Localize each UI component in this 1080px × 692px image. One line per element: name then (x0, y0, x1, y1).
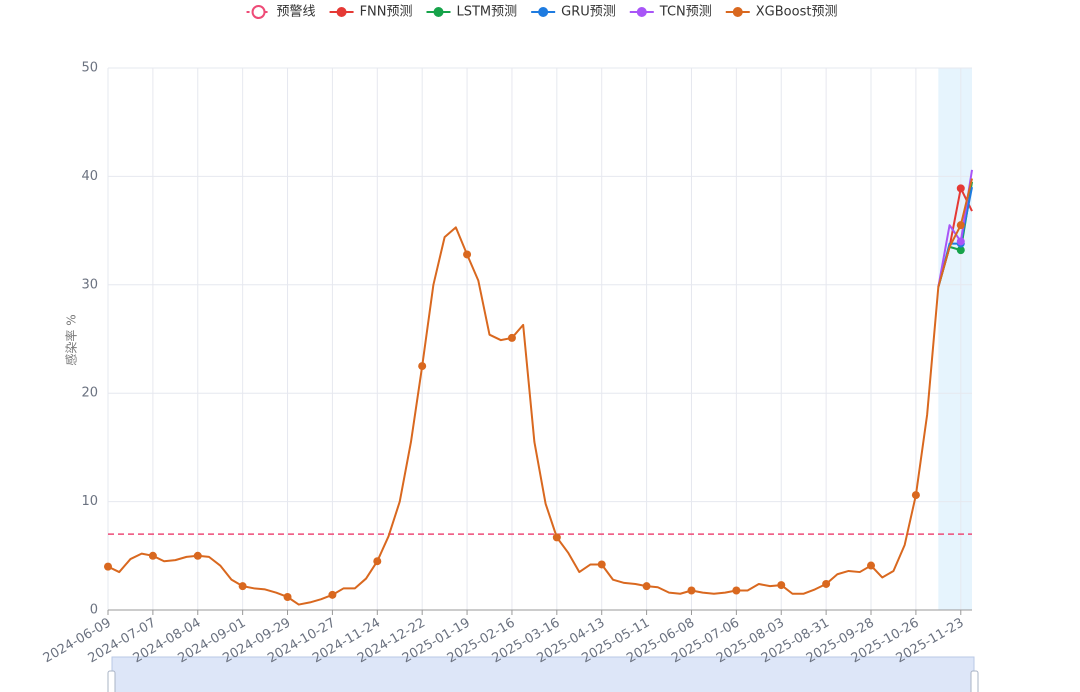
y-tick-label: 50 (81, 61, 98, 76)
y-tick-label: 0 (90, 603, 98, 618)
data-point (552, 533, 561, 542)
legend-label: LSTM预测 (457, 5, 518, 20)
legend-item[interactable]: GRU预测 (531, 5, 616, 20)
y-tick-label: 30 (81, 277, 98, 292)
legend-item[interactable]: XGBoost预测 (725, 5, 838, 20)
legend: 预警线 FNN预测 LSTM预测 GRU预测 TCN预测 XGBoost预测 (246, 4, 838, 20)
data-point (373, 557, 382, 566)
data-point (732, 586, 741, 595)
data-point (418, 362, 427, 371)
legend-item[interactable]: 预警线 (246, 4, 316, 20)
legend-icon (538, 7, 549, 17)
legend-icon (336, 7, 347, 17)
data-point (956, 221, 965, 230)
data-point (687, 586, 696, 595)
legend-icon (433, 7, 444, 17)
legend-label: GRU预测 (561, 5, 616, 20)
data-point (463, 250, 472, 259)
legend-item[interactable]: TCN预测 (629, 5, 712, 20)
forecast-area (938, 68, 972, 610)
data-point (642, 582, 651, 591)
data-point (911, 491, 920, 500)
legend-label: XGBoost预测 (756, 5, 838, 20)
series-line (107, 178, 973, 606)
data-zoom-slider[interactable] (107, 656, 979, 692)
legend-icon (732, 7, 743, 17)
data-point (193, 551, 202, 560)
data-point (148, 551, 157, 560)
zoom-handle[interactable] (107, 670, 116, 692)
data-point (956, 184, 965, 193)
zoom-handle[interactable] (970, 670, 979, 692)
data-point (507, 333, 516, 342)
y-tick-label: 10 (81, 494, 98, 509)
data-point (283, 592, 292, 601)
data-point (956, 246, 965, 255)
data-point (597, 560, 606, 569)
legend-label: FNN预测 (360, 5, 413, 20)
legend-label: TCN预测 (659, 5, 712, 20)
y-axis-label: 感染率 % (64, 314, 79, 365)
data-point (104, 562, 112, 571)
zoom-track[interactable] (111, 656, 975, 692)
data-point (328, 590, 337, 599)
legend-icon (636, 7, 647, 17)
data-point (822, 579, 831, 588)
y-tick-label: 40 (81, 169, 98, 184)
legend-item[interactable]: FNN预测 (329, 5, 413, 20)
data-point (956, 237, 965, 246)
legend-icon (251, 5, 266, 19)
data-point (238, 582, 247, 591)
data-point (867, 561, 876, 570)
legend-label: 预警线 (277, 4, 316, 20)
data-point (777, 581, 786, 590)
y-tick-label: 20 (81, 386, 98, 401)
legend-item[interactable]: LSTM预测 (426, 5, 518, 20)
